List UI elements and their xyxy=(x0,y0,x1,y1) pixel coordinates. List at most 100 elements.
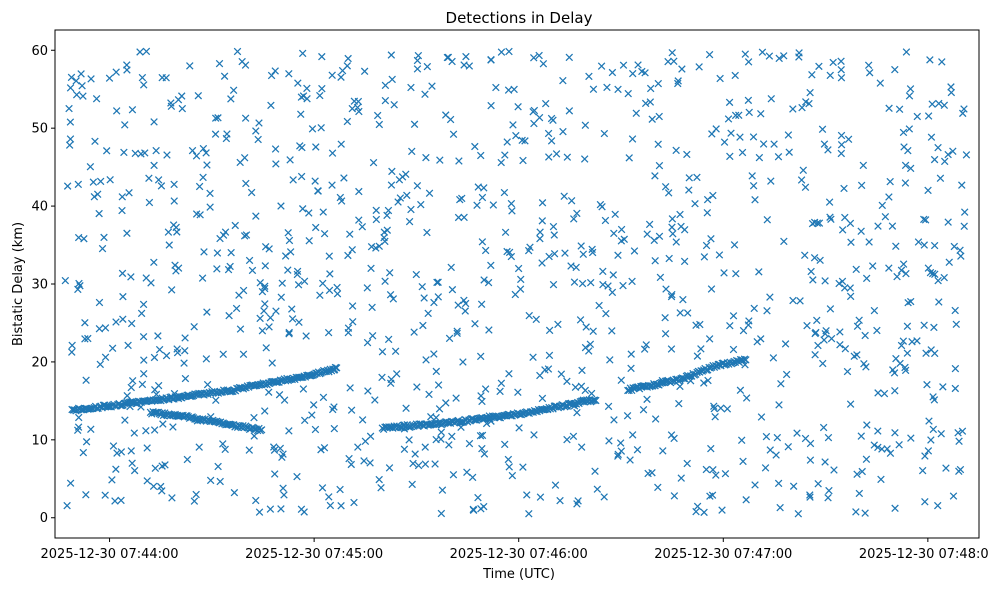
data-point xyxy=(266,505,275,513)
data-point xyxy=(934,276,942,285)
data-point xyxy=(608,327,616,335)
data-point xyxy=(188,146,197,155)
data-point xyxy=(434,278,442,286)
data-point xyxy=(461,307,469,315)
data-point xyxy=(311,425,320,434)
data-point xyxy=(573,500,581,508)
data-point xyxy=(344,328,353,337)
data-point xyxy=(913,112,922,121)
data-point xyxy=(421,90,429,99)
y-axis-label: Bistatic Delay (km) xyxy=(11,222,26,346)
data-point xyxy=(567,262,575,270)
data-point xyxy=(216,477,224,486)
data-point xyxy=(861,331,869,340)
data-point xyxy=(712,471,720,479)
data-point xyxy=(227,248,235,257)
data-point xyxy=(151,386,159,394)
data-point xyxy=(782,370,791,379)
data-point xyxy=(344,251,352,260)
data-point xyxy=(826,71,834,80)
data-point xyxy=(651,415,660,423)
data-point xyxy=(407,205,415,214)
data-point xyxy=(850,352,858,360)
data-point xyxy=(476,352,485,361)
data-point xyxy=(326,270,334,278)
data-point xyxy=(685,174,693,182)
data-point xyxy=(595,301,603,310)
data-point xyxy=(446,115,455,124)
data-point xyxy=(223,130,231,138)
data-point xyxy=(841,344,850,353)
data-point xyxy=(821,458,829,466)
data-point xyxy=(219,440,227,448)
data-point xyxy=(267,101,275,110)
data-point xyxy=(427,412,435,421)
data-point xyxy=(924,186,932,195)
data-point xyxy=(258,327,267,335)
data-point xyxy=(664,57,672,66)
data-point xyxy=(865,238,873,246)
data-point xyxy=(655,232,664,241)
data-point xyxy=(598,203,606,211)
data-point xyxy=(452,394,460,402)
data-point xyxy=(962,151,971,159)
data-point xyxy=(772,451,780,459)
data-point xyxy=(611,210,619,219)
data-point xyxy=(366,459,374,467)
data-point xyxy=(192,152,201,160)
data-point xyxy=(298,205,307,213)
data-point xyxy=(525,311,533,320)
data-point xyxy=(721,469,730,478)
y-tick-label: 20 xyxy=(31,355,48,370)
data-point xyxy=(449,470,458,479)
data-point xyxy=(569,432,578,441)
data-point xyxy=(853,322,862,331)
data-point xyxy=(841,284,849,292)
data-point xyxy=(908,338,916,346)
data-point xyxy=(123,229,131,238)
data-point xyxy=(862,274,871,283)
data-point xyxy=(116,401,125,410)
data-point xyxy=(837,140,846,149)
data-point xyxy=(902,48,911,56)
data-point xyxy=(174,95,183,104)
data-point xyxy=(127,273,135,281)
data-point xyxy=(775,401,783,409)
data-point xyxy=(755,268,763,276)
data-point xyxy=(563,435,571,444)
data-point xyxy=(346,384,354,392)
data-point xyxy=(794,510,803,518)
data-point xyxy=(857,181,866,190)
data-point xyxy=(192,490,200,499)
data-point xyxy=(655,161,664,170)
data-point xyxy=(630,247,639,255)
data-point xyxy=(855,316,863,324)
data-point xyxy=(750,304,758,313)
data-point xyxy=(481,385,490,393)
data-point xyxy=(896,359,904,368)
data-point xyxy=(497,48,506,56)
data-point xyxy=(358,416,367,424)
data-point xyxy=(480,276,488,284)
data-point xyxy=(870,441,879,449)
x-axis-ticks: 2025-12-30 07:44:00 2025-12-30 07:45:00 20… xyxy=(41,538,989,562)
data-point xyxy=(806,88,814,97)
data-point xyxy=(178,104,187,113)
data-point xyxy=(806,491,814,499)
data-point xyxy=(589,327,597,335)
data-point xyxy=(512,131,520,140)
data-point xyxy=(899,260,908,268)
data-point xyxy=(165,241,173,249)
data-point xyxy=(952,320,961,329)
x-tick-label: 2025-12-30 07:48:00 xyxy=(859,547,989,562)
data-point xyxy=(759,140,768,148)
data-point xyxy=(859,161,868,170)
data-point xyxy=(769,354,778,362)
data-point xyxy=(597,62,606,70)
data-point xyxy=(272,307,280,315)
data-point xyxy=(497,158,505,167)
data-point xyxy=(438,486,447,494)
data-point xyxy=(706,492,714,500)
data-point xyxy=(892,242,900,251)
